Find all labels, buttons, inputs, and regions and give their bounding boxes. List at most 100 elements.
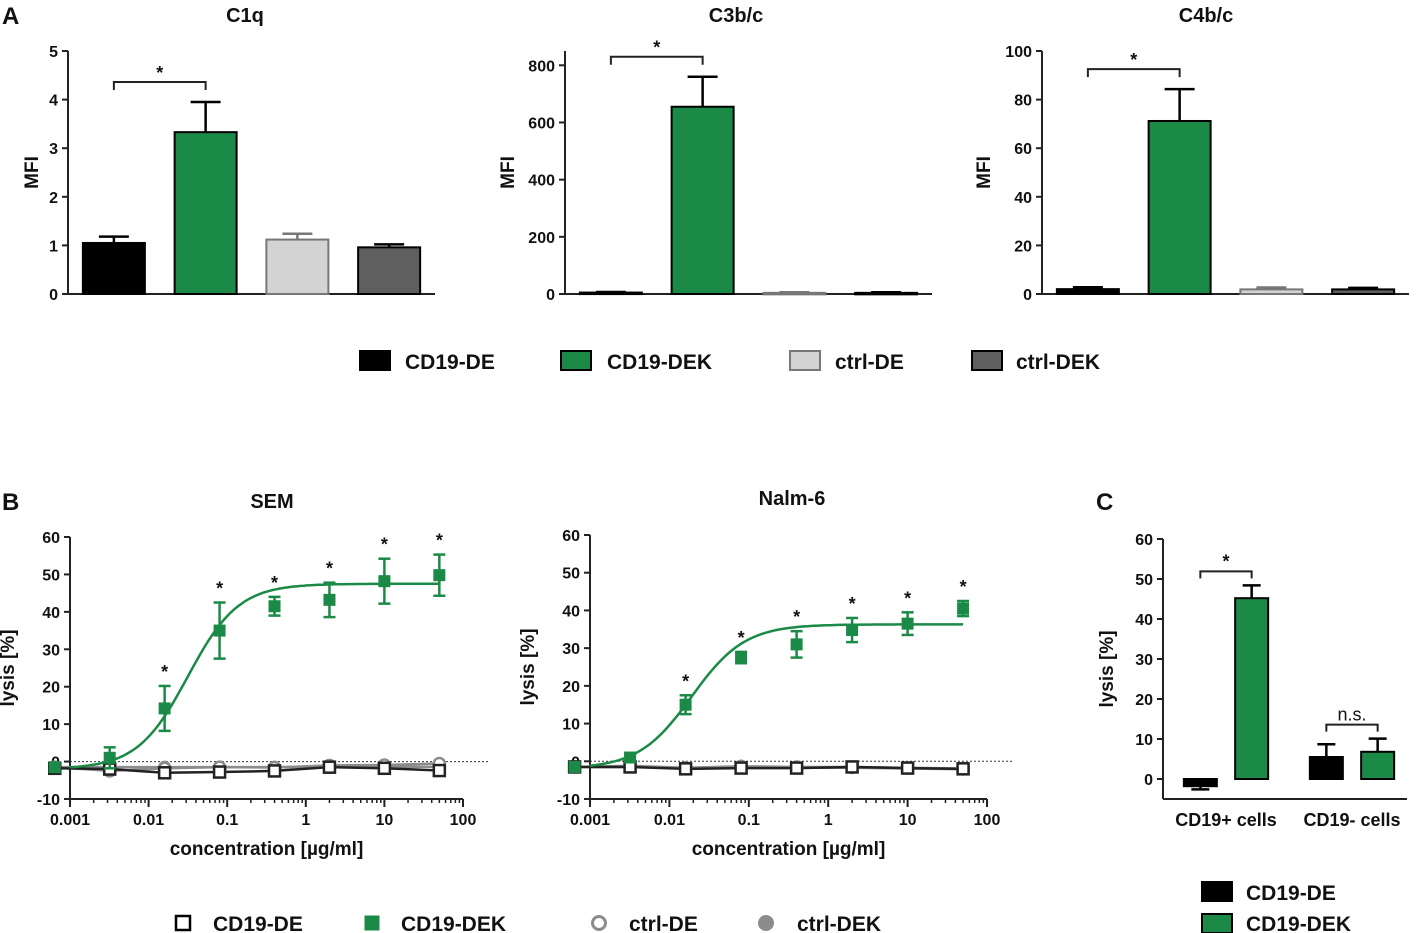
x-category-label: CD19+ cells <box>1175 810 1277 830</box>
chart-nalm6: Nalm-6 lysis [%] concentration [µg/ml] -10 0… <box>518 488 1012 860</box>
x-tick-label: 0.001 <box>570 812 610 829</box>
point-cd19-dek <box>158 702 171 715</box>
significance-star: * <box>436 531 443 551</box>
y-tick-label: 3 <box>49 141 58 158</box>
series-line-cd19-de <box>574 765 964 771</box>
x-tick-label: 0.1 <box>216 812 238 829</box>
chart-c4bc: C4b/c MFI 0 20 40 60 80 100 * <box>974 5 1409 304</box>
y-tick-label: 50 <box>42 567 60 584</box>
y-axis-label: lysis [%] <box>0 629 19 706</box>
bar-cd19-de <box>1308 756 1344 780</box>
bar-ctrl-de <box>265 238 330 295</box>
bar-cd19-dek <box>1360 750 1396 780</box>
significance-star: * <box>682 671 689 691</box>
chart-c1q: C1q MFI 0 1 2 3 4 5 * <box>22 5 435 304</box>
x-tick-label: 10 <box>376 812 394 829</box>
significance-star: * <box>793 607 800 627</box>
legend-b-marker-ctrl-dek <box>758 915 774 931</box>
bar-cd19-de <box>1055 288 1120 296</box>
chart-title: C3b/c <box>709 5 763 27</box>
y-axis-label: lysis [%] <box>518 628 539 705</box>
y-axis-label: lysis [%] <box>1097 630 1118 707</box>
chart-title: Nalm-6 <box>759 488 826 510</box>
significance-bracket <box>1325 723 1379 732</box>
y-tick-label: 50 <box>562 566 580 583</box>
bar-ctrl-dek <box>1331 288 1396 295</box>
significance-label: n.s. <box>1337 705 1366 725</box>
y-tick-label: 60 <box>1014 141 1032 158</box>
significance-star: * <box>960 577 967 597</box>
y-axis-label: MFI <box>22 156 43 189</box>
y-axis-label: MFI <box>498 156 519 189</box>
point-cd19-dek <box>957 602 970 615</box>
x-tick-label: 100 <box>974 812 1001 829</box>
point-cd19-dek <box>48 761 61 774</box>
legend-b: CD19-DE CD19-DEK ctrl-DE ctrl-DEK <box>174 913 881 933</box>
legend-b-marker-cd19-de <box>174 914 192 932</box>
bar-ctrl-de <box>1239 288 1304 295</box>
point-cd19-de <box>789 761 804 775</box>
point-cd19-de <box>845 760 859 774</box>
y-tick-label: 40 <box>562 603 580 620</box>
panel-label-a: A <box>2 3 19 30</box>
y-tick-label: 40 <box>1014 190 1032 207</box>
point-cd19-de <box>432 763 447 778</box>
y-tick-label: 50 <box>1135 572 1153 589</box>
chart-title: C1q <box>226 5 264 27</box>
legend-a-swatch-ctrl-dek <box>971 350 1003 371</box>
legend-a: CD19-DE CD19-DEK ctrl-DE ctrl-DEK <box>359 350 1100 374</box>
point-cd19-dek <box>568 760 581 773</box>
y-tick-label: 30 <box>1135 652 1153 669</box>
y-tick-label: 400 <box>528 173 555 190</box>
y-tick-label: 2 <box>49 190 58 207</box>
y-tick-label: 0 <box>49 287 58 304</box>
point-cd19-dek <box>103 751 116 764</box>
y-tick-label: 20 <box>562 679 580 696</box>
y-tick-label: 1 <box>49 238 58 255</box>
point-cd19-dek <box>735 651 748 664</box>
fit-curve-cd19-dek <box>589 623 964 768</box>
legend-b-label-cd19-de: CD19-DE <box>213 913 303 933</box>
y-tick-label: 10 <box>42 717 60 734</box>
y-tick-label: 60 <box>562 528 580 545</box>
legend-b-marker-ctrl-de <box>591 915 607 931</box>
point-cd19-de <box>212 765 227 779</box>
x-tick-label: 0.01 <box>133 812 164 829</box>
point-cd19-dek <box>679 698 692 711</box>
series-line-cd19-de <box>54 765 440 775</box>
y-tick-label: 40 <box>1135 612 1153 629</box>
bar-cd19-dek <box>173 131 238 295</box>
legend-c-swatch-cd19-de <box>1201 881 1233 902</box>
x-axis-label: concentration [µg/ml] <box>170 839 364 860</box>
significance-star: * <box>904 588 911 608</box>
point-cd19-de <box>377 761 392 776</box>
y-tick-label: 20 <box>1014 238 1032 255</box>
point-cd19-dek <box>624 751 637 764</box>
significance-star: * <box>849 594 856 614</box>
point-cd19-dek <box>268 600 281 613</box>
y-tick-label: 80 <box>1014 93 1032 110</box>
y-tick-label: 0 <box>546 287 555 304</box>
panel-label-c: C <box>1096 489 1113 516</box>
y-tick-label: 40 <box>42 605 60 622</box>
y-tick-label: 0 <box>1144 772 1153 789</box>
legend-a-label-cd19-de: CD19-DE <box>405 351 495 374</box>
point-cd19-dek <box>378 575 391 588</box>
y-tick-label: 10 <box>562 717 580 734</box>
x-category-label: CD19- cells <box>1303 810 1400 830</box>
legend-c-label-cd19-de: CD19-DE <box>1246 882 1336 905</box>
significance-star: * <box>738 628 745 648</box>
legend-b-marker-cd19-dek <box>364 915 380 931</box>
bar-cd19-de <box>1182 778 1218 788</box>
chart-c3bc: C3b/c MFI 0 200 400 600 800 * <box>498 5 932 304</box>
point-cd19-dek <box>901 617 914 630</box>
chart-title: SEM <box>250 491 293 513</box>
x-tick-label: 0.1 <box>738 812 760 829</box>
significance-star: * <box>1130 50 1137 70</box>
legend-b-label-ctrl-dek: ctrl-DEK <box>797 913 881 933</box>
x-axis-label: concentration [µg/ml] <box>692 839 886 860</box>
y-tick-label: 20 <box>42 680 60 697</box>
y-tick-label: 30 <box>562 641 580 658</box>
